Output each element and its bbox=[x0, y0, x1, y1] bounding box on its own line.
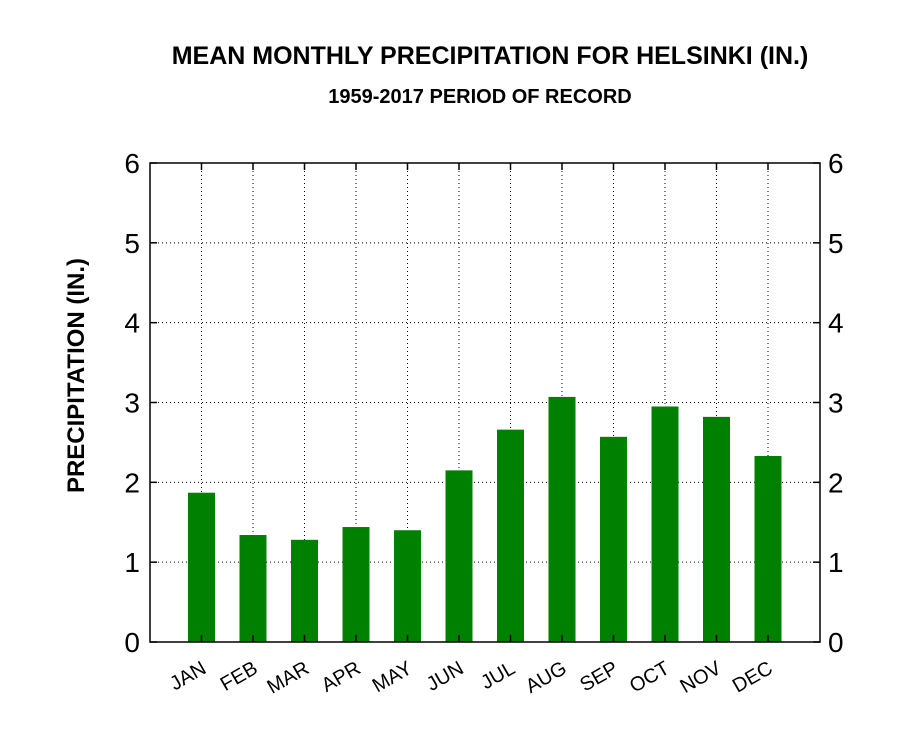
x-tick-label: DEC bbox=[729, 657, 777, 697]
x-tick-label: NOV bbox=[676, 657, 725, 698]
bar-oct bbox=[651, 406, 679, 642]
y-tick-label-left: 4 bbox=[124, 308, 140, 339]
y-tick-label-right: 6 bbox=[828, 148, 844, 179]
bars bbox=[188, 396, 782, 642]
y-tick-label-right: 4 bbox=[828, 308, 844, 339]
axis-labels: 0 0 1 1 2 2 3 3 4 4 5 5 6 6 JAN FEB MAR APR MAY JUN JUL AUG SE… bbox=[124, 148, 843, 699]
x-tick-label: OCT bbox=[626, 657, 674, 697]
axis-ticks bbox=[150, 162, 820, 643]
bar-jul bbox=[497, 429, 524, 642]
chart-title: MEAN MONTHLY PRECIPITATION FOR HELSINKI … bbox=[171, 42, 809, 70]
bar-dec bbox=[754, 455, 782, 642]
x-tick-label: MAY bbox=[369, 657, 416, 697]
x-tick-label: JUN bbox=[423, 657, 468, 695]
bar-nov bbox=[703, 416, 730, 642]
x-tick-label: FEB bbox=[217, 657, 262, 696]
y-axis-title: PRECIPITATION (IN.) bbox=[63, 258, 90, 493]
x-tick-label: JUL bbox=[477, 657, 519, 694]
bar-jan bbox=[188, 492, 215, 642]
y-tick-label-left: 3 bbox=[124, 388, 140, 419]
y-tick-label-right: 5 bbox=[828, 228, 844, 259]
chart-subtitle: 1959-2017 PERIOD OF RECORD bbox=[328, 86, 632, 108]
bar-sep bbox=[600, 436, 627, 642]
bar-mar bbox=[291, 539, 318, 642]
x-tick-label: JAN bbox=[166, 657, 210, 695]
x-tick-label: APR bbox=[318, 657, 365, 697]
bar-jun bbox=[445, 470, 473, 642]
y-tick-label-right: 3 bbox=[828, 388, 844, 419]
bar-feb bbox=[239, 535, 267, 642]
y-tick-label-right: 0 bbox=[828, 627, 844, 658]
y-tick-label-right: 1 bbox=[828, 547, 844, 578]
y-tick-label-right: 2 bbox=[828, 467, 844, 498]
x-tick-label: SEP bbox=[576, 657, 622, 696]
y-tick-label-left: 5 bbox=[124, 228, 140, 259]
bar-may bbox=[394, 530, 421, 642]
y-tick-label-left: 1 bbox=[124, 547, 140, 578]
y-tick-label-left: 2 bbox=[124, 467, 140, 498]
bar-apr bbox=[342, 527, 370, 642]
x-tick-label: AUG bbox=[522, 657, 571, 698]
y-tick-label-left: 0 bbox=[124, 627, 140, 658]
y-tick-label-left: 6 bbox=[124, 148, 140, 179]
x-tick-label: MAR bbox=[264, 657, 313, 698]
bar-aug bbox=[548, 396, 576, 642]
